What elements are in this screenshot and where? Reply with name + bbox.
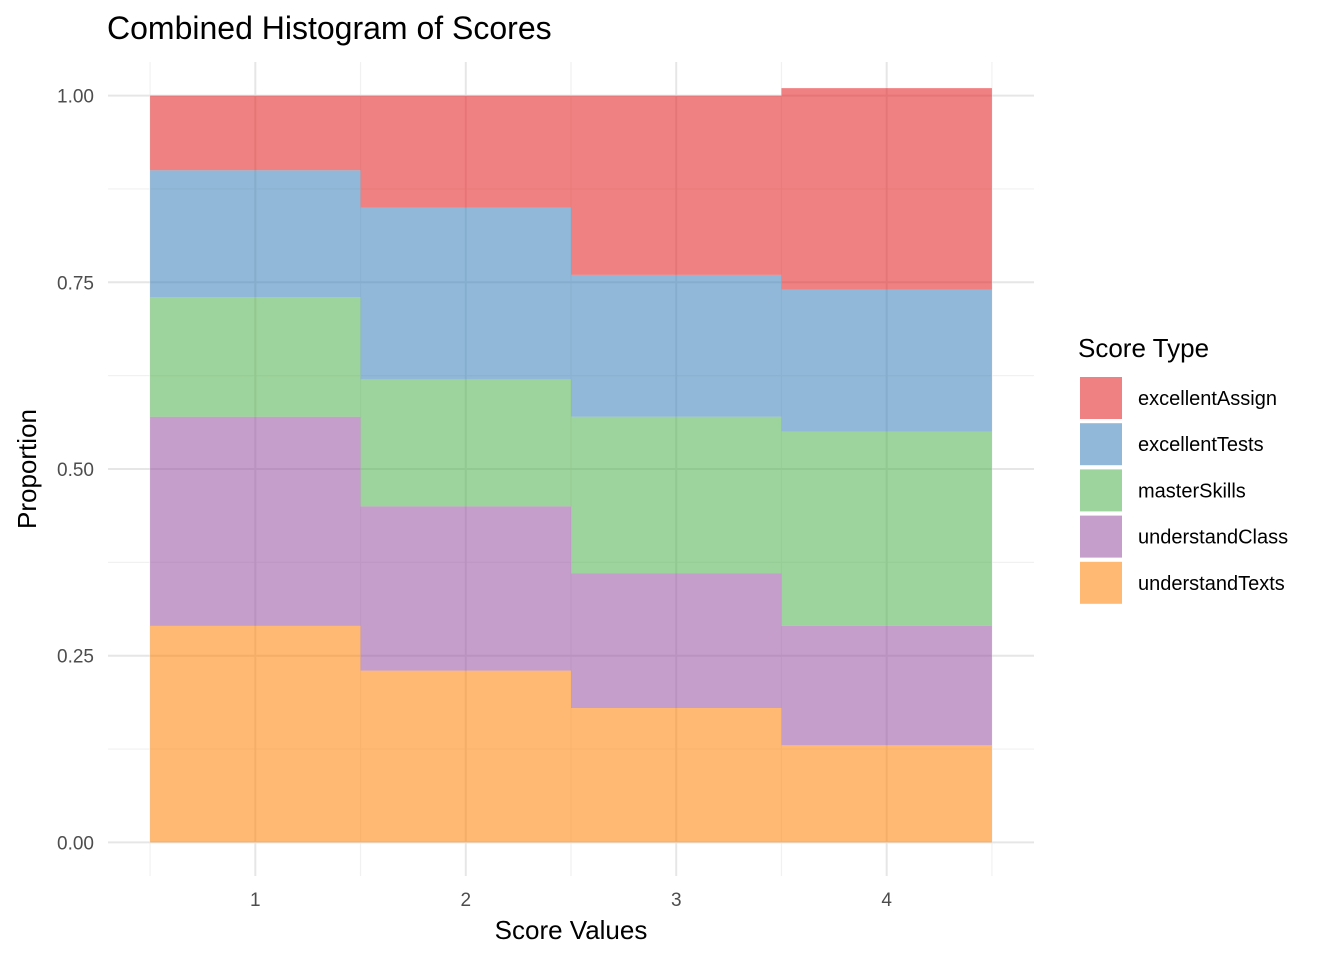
x-tick-label: 3 (671, 890, 682, 911)
legend-label-understandClass: understandClass (1138, 527, 1288, 549)
y-tick-label: 0.50 (57, 460, 94, 481)
x-tick-label: 1 (250, 890, 261, 911)
legend-items: excellentAssign excellentTests masterSkill… (1080, 377, 1288, 604)
chart-title: Combined Histogram of Scores (107, 10, 552, 46)
legend: Score Type excellentAssign excellentTests… (1078, 333, 1288, 604)
legend-swatch-understandTexts (1080, 561, 1122, 604)
legend-label-understandTexts: understandTexts (1138, 573, 1285, 595)
y-tick-label: 0.75 (57, 273, 94, 294)
legend-title: Score Type (1078, 333, 1209, 363)
legend-swatch-understandClass (1080, 515, 1122, 558)
axes: 0.00 0.25 0.50 0.75 1.00 1 2 3 4 (57, 87, 892, 911)
legend-label-excellentAssign: excellentAssign (1138, 388, 1277, 410)
legend-label-excellentTests: excellentTests (1138, 434, 1264, 456)
legend-swatch-masterSkills (1080, 469, 1122, 512)
legend-swatch-excellentTests (1080, 423, 1122, 466)
area-understandClass (150, 416, 992, 746)
x-tick-label: 2 (460, 890, 471, 911)
x-tick-label: 4 (881, 890, 892, 911)
x-axis-title: Score Values (495, 915, 648, 945)
stacked-areas (150, 88, 992, 843)
area-excellentTests (150, 170, 992, 432)
y-axis-title: Proportion (12, 409, 42, 529)
y-tick-label: 0.25 (57, 647, 94, 668)
legend-swatch-excellentAssign (1080, 377, 1122, 419)
area-excellentAssign (150, 88, 992, 290)
y-tick-label: 1.00 (57, 87, 94, 108)
legend-label-masterSkills: masterSkills (1138, 480, 1246, 502)
y-tick-label: 0.00 (57, 833, 94, 854)
area-understandTexts (150, 625, 992, 843)
